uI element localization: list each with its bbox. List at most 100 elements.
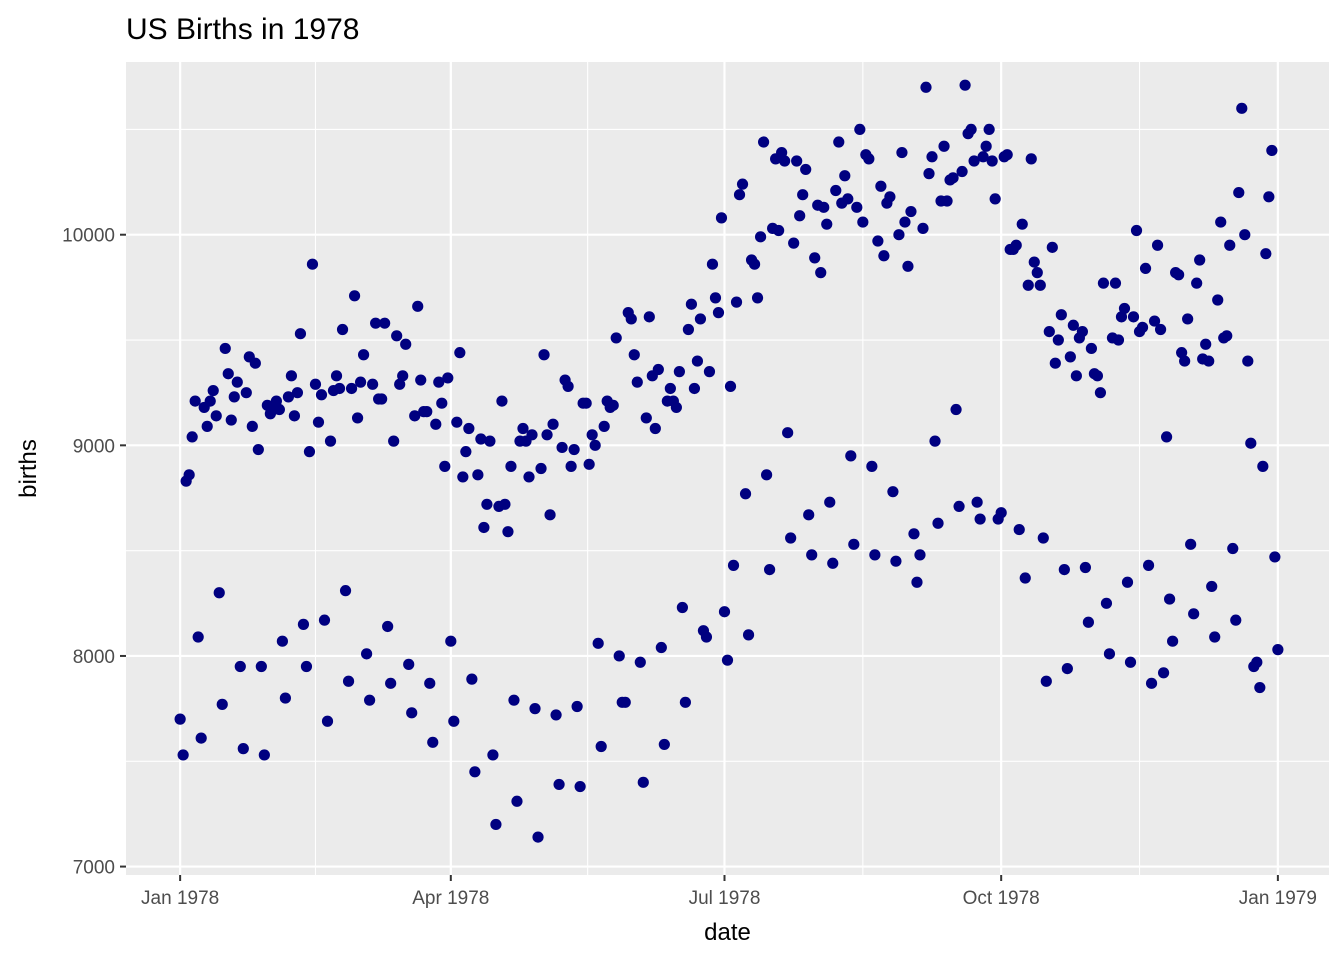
data-point	[213, 587, 225, 599]
data-point	[779, 155, 791, 167]
data-point	[947, 172, 959, 184]
data-point	[839, 170, 851, 182]
data-point	[460, 446, 472, 458]
data-point	[673, 366, 685, 378]
data-point	[1055, 309, 1067, 321]
data-point	[475, 433, 487, 445]
data-point	[637, 776, 649, 788]
data-point	[412, 300, 424, 312]
data-point	[1221, 330, 1233, 342]
data-point	[1224, 239, 1236, 251]
data-point	[324, 435, 337, 447]
data-point	[291, 387, 304, 399]
data-point	[809, 252, 821, 264]
data-point	[541, 429, 553, 441]
data-point	[1019, 572, 1031, 584]
data-point	[484, 435, 496, 447]
data-point	[965, 123, 977, 135]
data-point	[899, 216, 911, 228]
data-point	[1091, 370, 1104, 382]
data-point	[893, 229, 905, 241]
data-point	[613, 650, 625, 662]
data-point	[231, 376, 243, 388]
data-point	[643, 311, 655, 323]
data-point	[300, 660, 313, 673]
data-point	[562, 380, 574, 392]
data-point	[276, 635, 288, 647]
data-point	[1013, 523, 1025, 536]
data-point	[628, 349, 640, 361]
data-point	[679, 696, 691, 708]
data-point	[1040, 675, 1052, 687]
data-point	[174, 713, 186, 725]
data-point	[890, 555, 902, 567]
data-point	[821, 218, 833, 230]
data-point	[240, 387, 252, 399]
data-point	[706, 258, 719, 270]
data-point	[926, 151, 938, 163]
y-axis: 7000 8000 9000 10000	[62, 226, 126, 879]
data-point	[854, 123, 866, 135]
data-point	[733, 189, 746, 201]
data-point	[580, 397, 592, 409]
data-point	[920, 81, 932, 93]
data-point	[547, 418, 559, 430]
data-point	[466, 673, 478, 685]
data-point	[1139, 262, 1152, 275]
data-point	[1154, 323, 1167, 336]
data-point	[866, 460, 878, 472]
data-point	[1022, 279, 1034, 291]
data-point	[896, 146, 908, 159]
data-point	[1067, 319, 1079, 331]
data-point	[1121, 576, 1134, 588]
data-point	[658, 738, 670, 751]
data-point	[303, 446, 316, 458]
data-point	[186, 431, 198, 443]
data-point	[959, 79, 971, 91]
data-point	[1233, 186, 1245, 199]
data-point	[782, 427, 794, 439]
data-point	[1124, 656, 1137, 668]
data-point	[189, 395, 201, 407]
data-point	[803, 509, 815, 521]
data-point	[225, 414, 237, 426]
data-point	[330, 370, 343, 382]
data-point	[754, 231, 767, 243]
data-point	[980, 140, 992, 152]
data-point	[448, 715, 460, 727]
data-point	[764, 563, 776, 576]
data-point	[815, 267, 827, 279]
x-axis-title: date	[704, 919, 751, 946]
data-point	[538, 349, 550, 361]
data-point	[345, 382, 358, 395]
data-point	[688, 382, 701, 395]
chart-title: US Births in 1978	[126, 13, 359, 46]
data-point	[339, 585, 352, 597]
data-point	[995, 507, 1007, 519]
data-point	[282, 391, 295, 403]
data-point	[1130, 224, 1143, 237]
data-point	[336, 323, 349, 336]
data-point	[177, 749, 189, 761]
data-point	[727, 559, 740, 571]
data-point	[351, 412, 364, 424]
data-point	[490, 818, 502, 831]
data-point	[914, 549, 926, 561]
data-point	[794, 210, 806, 222]
data-point	[1049, 357, 1061, 369]
data-point	[544, 509, 556, 521]
data-point	[1185, 538, 1197, 550]
data-point	[361, 648, 373, 660]
data-point	[788, 237, 800, 249]
data-point	[255, 660, 267, 673]
data-point	[333, 382, 346, 395]
data-point	[1236, 102, 1248, 114]
data-point	[875, 180, 887, 192]
data-point	[309, 378, 322, 390]
data-point	[1112, 334, 1125, 346]
data-point	[222, 368, 234, 380]
data-point	[1010, 239, 1022, 251]
data-point	[712, 307, 725, 319]
data-point	[1239, 229, 1251, 241]
data-point	[1094, 387, 1107, 399]
